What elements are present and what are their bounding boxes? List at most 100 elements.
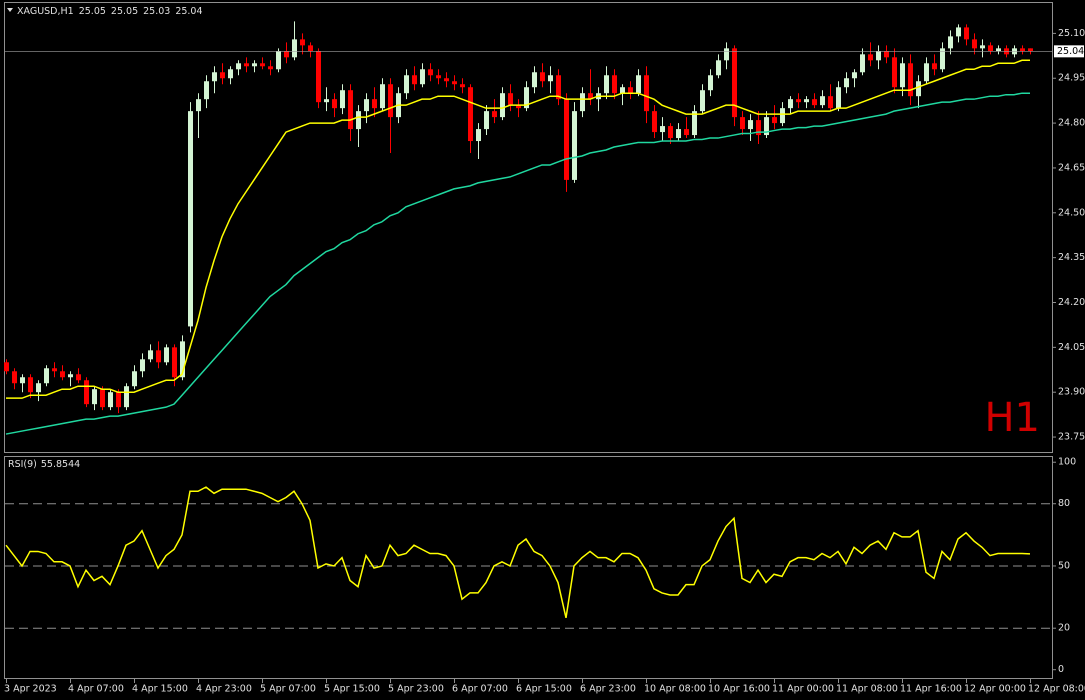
- x-tick-label: 6 Apr 15:00: [516, 684, 572, 695]
- candle-body: [604, 75, 609, 94]
- header-value: 25.04: [175, 6, 202, 17]
- x-tick-label: 5 Apr 23:00: [388, 684, 444, 695]
- candle-body: [76, 374, 81, 381]
- price-panel: [4, 2, 1053, 453]
- candle-body: [140, 359, 145, 372]
- candle-body: [500, 93, 505, 118]
- candle-body: [124, 386, 129, 408]
- candle-body: [996, 48, 1001, 52]
- candle-body: [708, 75, 713, 91]
- candle-body: [932, 63, 937, 70]
- candle-body: [628, 87, 633, 94]
- candle-body: [292, 39, 297, 58]
- candle-body: [668, 126, 673, 139]
- x-tick-label: 12 Apr 00:00: [964, 684, 1026, 695]
- candle-body: [4, 362, 9, 372]
- candle-body: [460, 84, 465, 88]
- candle-body: [260, 63, 265, 67]
- candle-body: [948, 36, 953, 49]
- candle-body: [372, 99, 377, 109]
- candle-body: [348, 90, 353, 130]
- y-tick-label: 24.20: [1058, 297, 1085, 308]
- candle-body: [564, 99, 569, 180]
- candle-body: [916, 81, 921, 97]
- candle-body: [420, 69, 425, 85]
- candle-body: [116, 392, 121, 408]
- candle-body: [724, 48, 729, 61]
- candle-body: [788, 99, 793, 109]
- candle-body: [756, 120, 761, 136]
- candle-body: [532, 72, 537, 88]
- y-tick-label: 24.05: [1058, 342, 1085, 353]
- candle-body: [828, 96, 833, 109]
- candle-body: [548, 75, 553, 82]
- candle-body: [188, 111, 193, 327]
- candle-body: [956, 27, 961, 37]
- candle-body: [212, 72, 217, 82]
- candle-body: [244, 63, 249, 67]
- candle-body: [12, 371, 17, 384]
- candle-body: [404, 75, 409, 94]
- candle-body: [452, 81, 457, 85]
- y-tick-label: 20: [1058, 623, 1070, 634]
- candle-body: [412, 75, 417, 85]
- y-tick-label: 24.80: [1058, 118, 1085, 129]
- candle-body: [428, 69, 433, 76]
- candle-body: [164, 347, 169, 363]
- candle-body: [572, 111, 577, 180]
- candle-body: [308, 45, 313, 52]
- price-header: XAGUSD,H1 25.05 25.05 25.03 25.04: [17, 6, 203, 17]
- header-value: 55.8544: [41, 459, 80, 470]
- candle-body: [772, 117, 777, 124]
- candle-body: [972, 39, 977, 49]
- candle-body: [748, 120, 753, 130]
- current-price-box: [1054, 45, 1084, 58]
- candle-body: [172, 347, 177, 378]
- candle-body: [836, 87, 841, 109]
- menu-arrow[interactable]: [7, 8, 13, 12]
- x-tick-label: 6 Apr 07:00: [452, 684, 508, 695]
- x-tick-label: 3 Apr 2023: [4, 684, 57, 695]
- candle-body: [36, 383, 41, 393]
- candle-body: [332, 99, 337, 109]
- candle-body: [356, 111, 361, 130]
- candle-body: [492, 111, 497, 118]
- candle-body: [692, 111, 697, 136]
- candle-body: [620, 87, 625, 94]
- candle-body: [516, 105, 521, 109]
- candle-body: [228, 69, 233, 79]
- candle-body: [740, 117, 745, 130]
- candle-body: [940, 48, 945, 70]
- candle-body: [844, 78, 849, 88]
- moving-average: [6, 59, 1030, 399]
- candle-body: [132, 371, 137, 387]
- rsi-line: [5, 486, 1031, 618]
- candle-body: [60, 371, 65, 378]
- header-value: 25.03: [143, 6, 170, 17]
- rsi-header: RSI(9) 55.8544: [8, 459, 80, 470]
- x-tick-label: 11 Apr 16:00: [900, 684, 962, 695]
- candle-body: [580, 93, 585, 112]
- x-tick-label: 12 Apr 08:00: [1028, 684, 1085, 695]
- candle-body: [796, 99, 801, 103]
- candle-body: [892, 57, 897, 88]
- candle-body: [804, 99, 809, 103]
- candle-body: [612, 75, 617, 94]
- candle-body: [852, 72, 857, 79]
- x-tick-label: 10 Apr 08:00: [644, 684, 706, 695]
- candle-body: [508, 93, 513, 106]
- candle-body: [556, 75, 561, 100]
- candle-body: [236, 63, 241, 70]
- x-tick-label: 6 Apr 23:00: [580, 684, 636, 695]
- candle-body: [716, 60, 721, 76]
- candle-body: [1020, 48, 1025, 52]
- candle-body: [820, 96, 825, 106]
- candle-body: [300, 39, 305, 46]
- candle-body: [252, 63, 257, 67]
- candle-body: [684, 129, 689, 136]
- candle-body: [68, 374, 73, 378]
- candle-body: [764, 117, 769, 136]
- candle-body: [676, 129, 681, 139]
- y-tick-label: 0: [1058, 664, 1064, 675]
